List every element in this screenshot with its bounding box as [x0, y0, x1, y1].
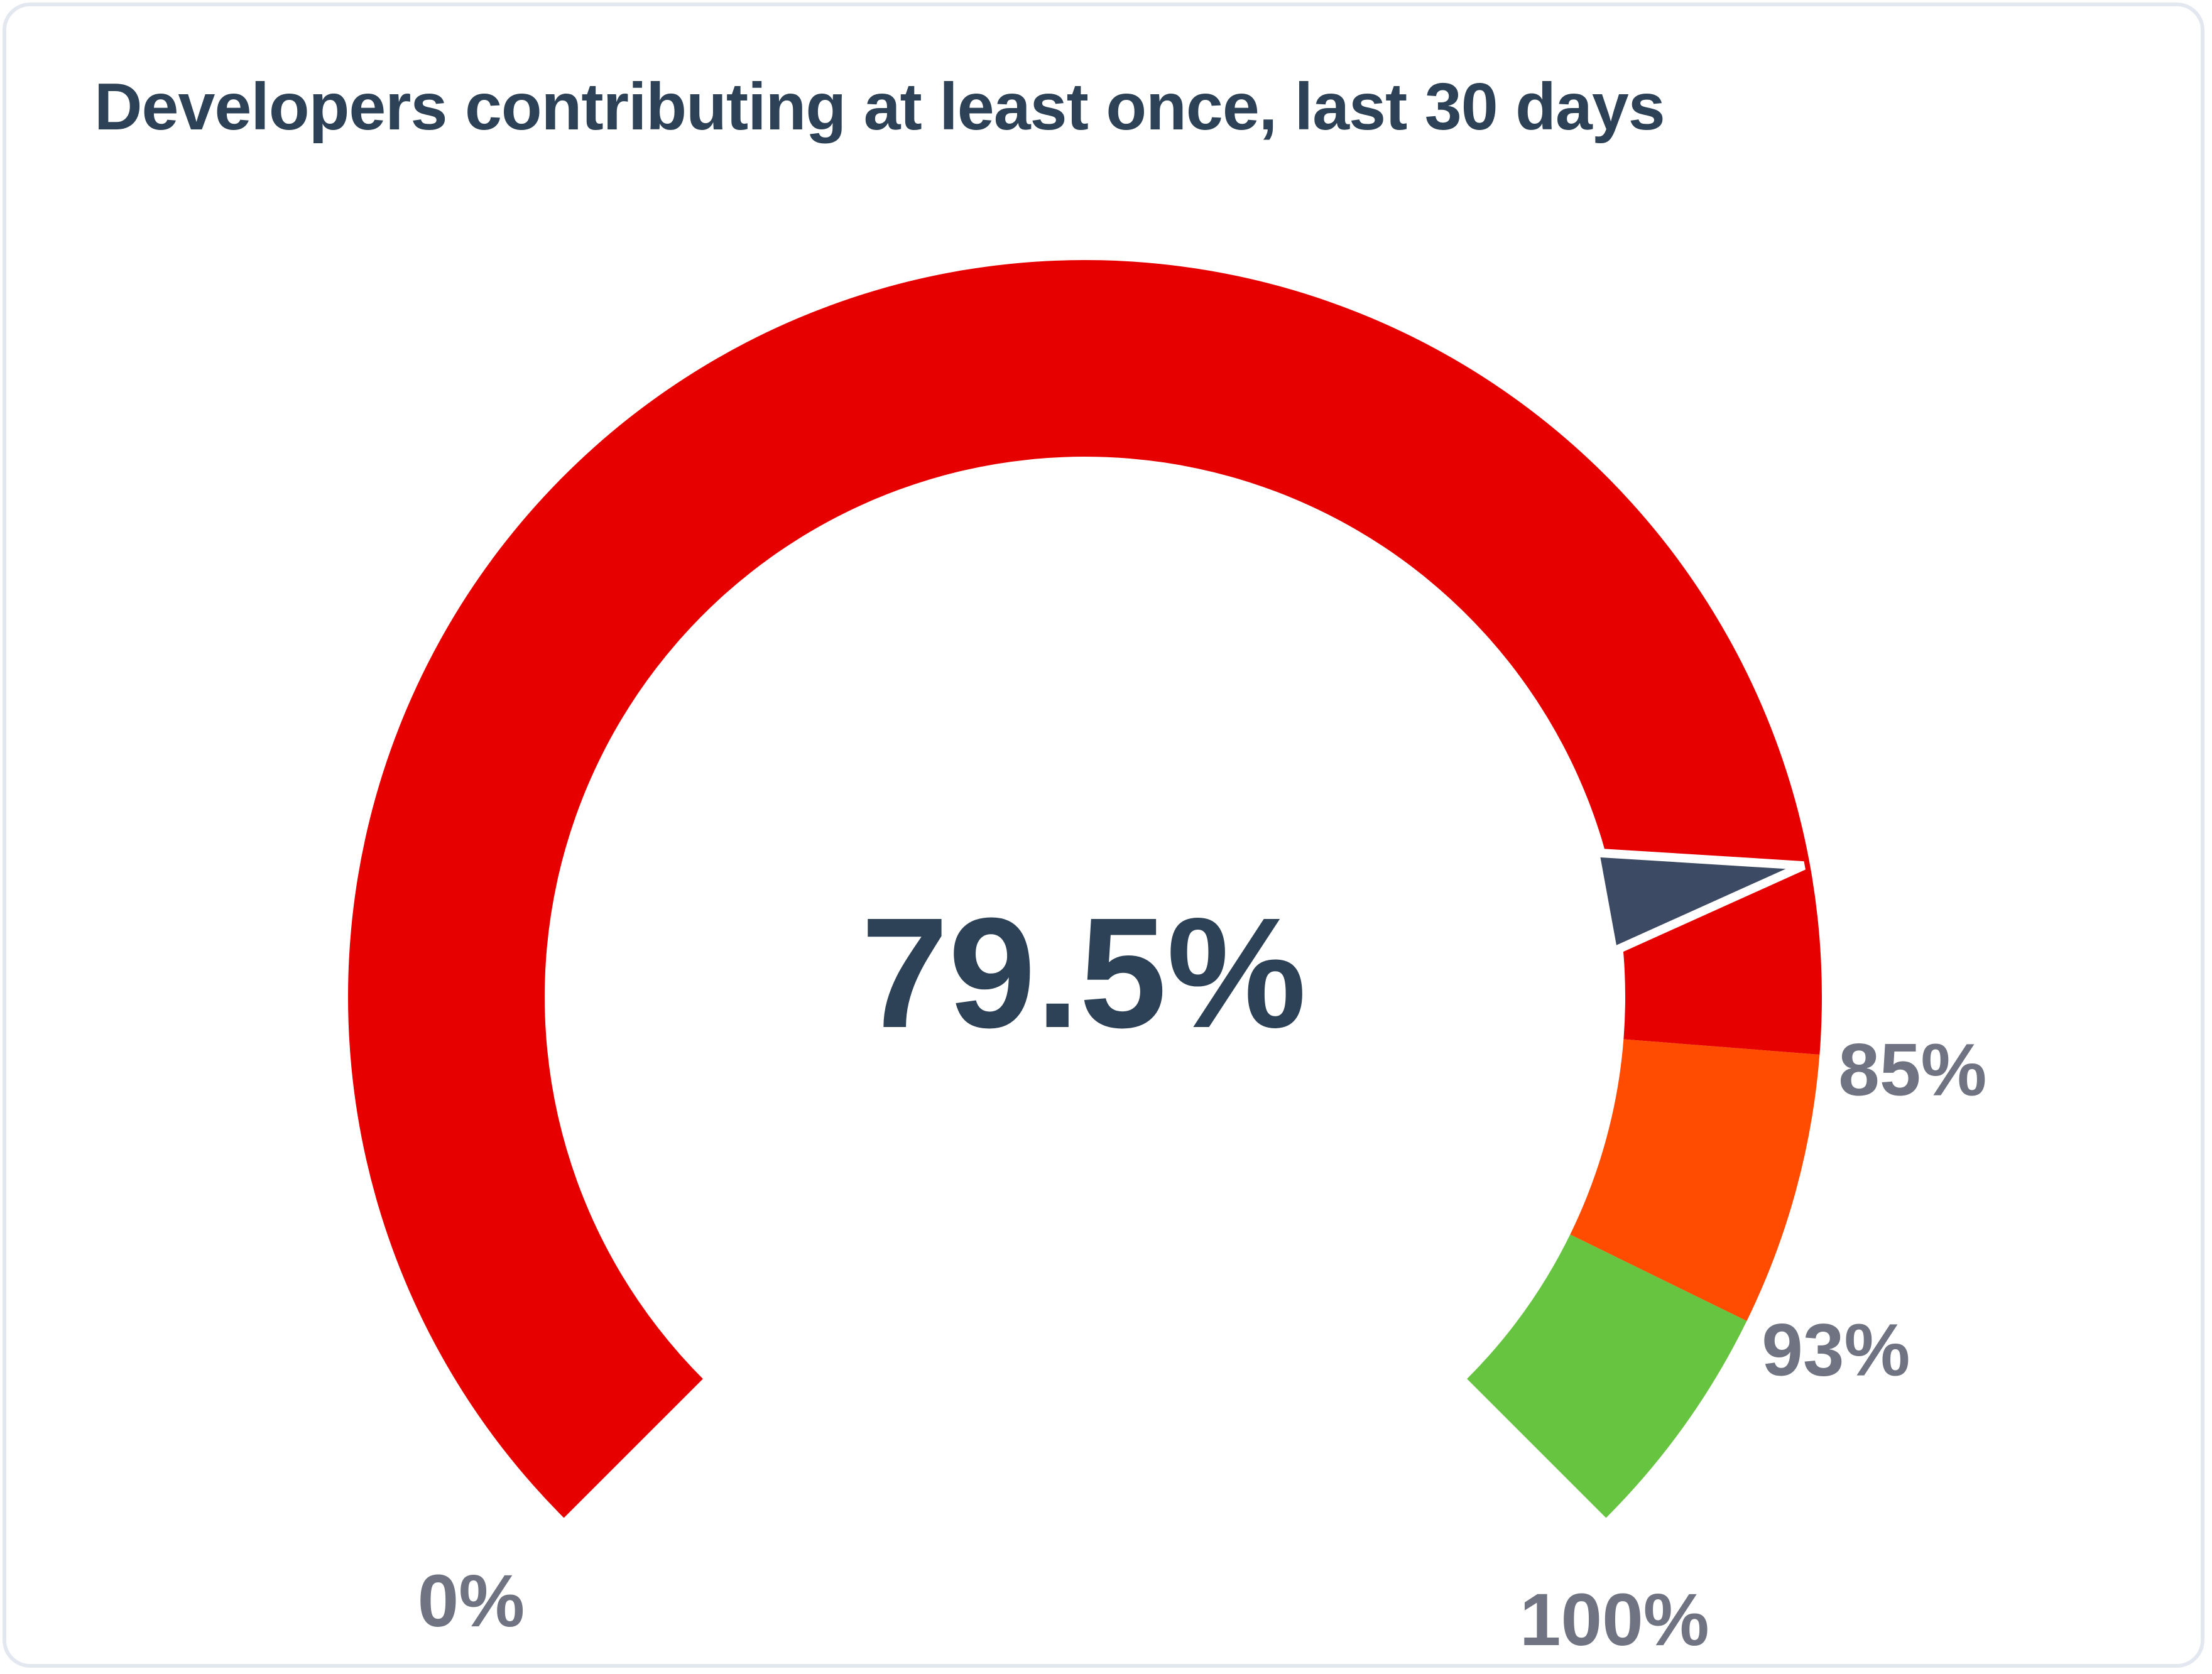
- gauge-segments: [348, 260, 1822, 1518]
- tick-label: 0%: [418, 1560, 525, 1643]
- gauge-segment-0: [348, 260, 1822, 1518]
- gauge-segment-2: [1467, 1234, 1747, 1518]
- gauge-needle: [1589, 847, 1806, 958]
- chart-title: Developers contributing at least once, l…: [94, 70, 1665, 144]
- gauge-value: 79.5%: [861, 885, 1307, 1060]
- gauge-tick-labels: 0% 85% 93% 100%: [418, 1029, 1987, 1661]
- tick-label: 93%: [1762, 1308, 1910, 1391]
- tick-label: 100%: [1520, 1579, 1709, 1661]
- gauge-segment-1: [1570, 1039, 1820, 1322]
- tick-label: 85%: [1838, 1029, 1986, 1112]
